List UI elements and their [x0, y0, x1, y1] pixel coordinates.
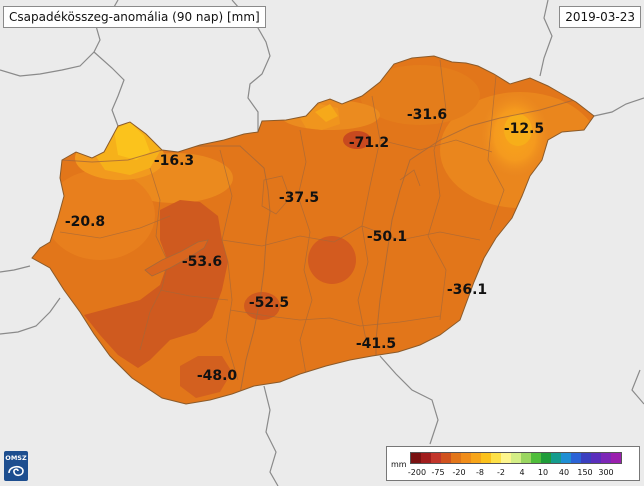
legend-swatch: [611, 453, 621, 463]
legend-swatch: [571, 453, 581, 463]
legend-swatch: [451, 453, 461, 463]
legend-swatch: [591, 453, 601, 463]
legend-tick-label: -2: [497, 468, 505, 477]
legend-tick-label: 10: [537, 468, 549, 477]
legend-tick-label: 150: [577, 468, 593, 477]
legend-unit: mm: [391, 460, 407, 469]
station-value-tisza-central: -50.1: [366, 229, 408, 245]
legend-swatch: [531, 453, 541, 463]
station-value-baranya: -48.0: [196, 368, 238, 384]
legend-tick-label: 40: [558, 468, 570, 477]
legend-swatch: [481, 453, 491, 463]
station-value-balaton-north: -53.6: [181, 254, 223, 270]
legend-tick-label: 4: [519, 468, 525, 477]
station-value-csongrad: -41.5: [355, 336, 397, 352]
legend-swatch: [521, 453, 531, 463]
legend-swatch: [511, 453, 521, 463]
map-title: Csapadékösszeg-anomália (90 nap) [mm]: [3, 6, 266, 28]
station-value-nyirseg: -12.5: [503, 121, 545, 137]
station-value-matra: -71.2: [348, 135, 390, 151]
legend-swatch: [561, 453, 571, 463]
legend-tick-label: -75: [431, 468, 445, 477]
legend-swatch: [581, 453, 591, 463]
legend-swatch: [431, 453, 441, 463]
legend-swatch: [551, 453, 561, 463]
station-value-borsod: -31.6: [406, 107, 448, 123]
map-date: 2019-03-23: [559, 6, 641, 28]
omsz-logo: OMSZ: [4, 451, 28, 481]
hungary-border: [31, 55, 595, 405]
legend-swatch: [461, 453, 471, 463]
legend-tick-label: -8: [476, 468, 484, 477]
legend-swatch: [471, 453, 481, 463]
legend-swatch: [421, 453, 431, 463]
legend-color-bar: [410, 452, 622, 464]
logo-text: OMSZ: [5, 454, 27, 462]
station-value-bekes: -36.1: [446, 282, 488, 298]
legend-swatch: [541, 453, 551, 463]
legend-tick-label: -20: [452, 468, 466, 477]
station-value-west: -20.8: [64, 214, 106, 230]
legend-tick-label: -200: [407, 468, 427, 477]
legend-swatch: [441, 453, 451, 463]
color-legend: mm -200 -75 -20 -8 -2 4 10 40 150 300: [386, 446, 640, 481]
legend-swatch: [601, 453, 611, 463]
legend-swatch: [491, 453, 501, 463]
station-value-budapest-area: -37.5: [278, 190, 320, 206]
legend-tick-label: 300: [598, 468, 614, 477]
legend-swatch: [501, 453, 511, 463]
legend-swatch: [411, 453, 421, 463]
station-value-kiskunsag: -52.5: [248, 295, 290, 311]
station-value-nw-rabakoz: -16.3: [153, 153, 195, 169]
